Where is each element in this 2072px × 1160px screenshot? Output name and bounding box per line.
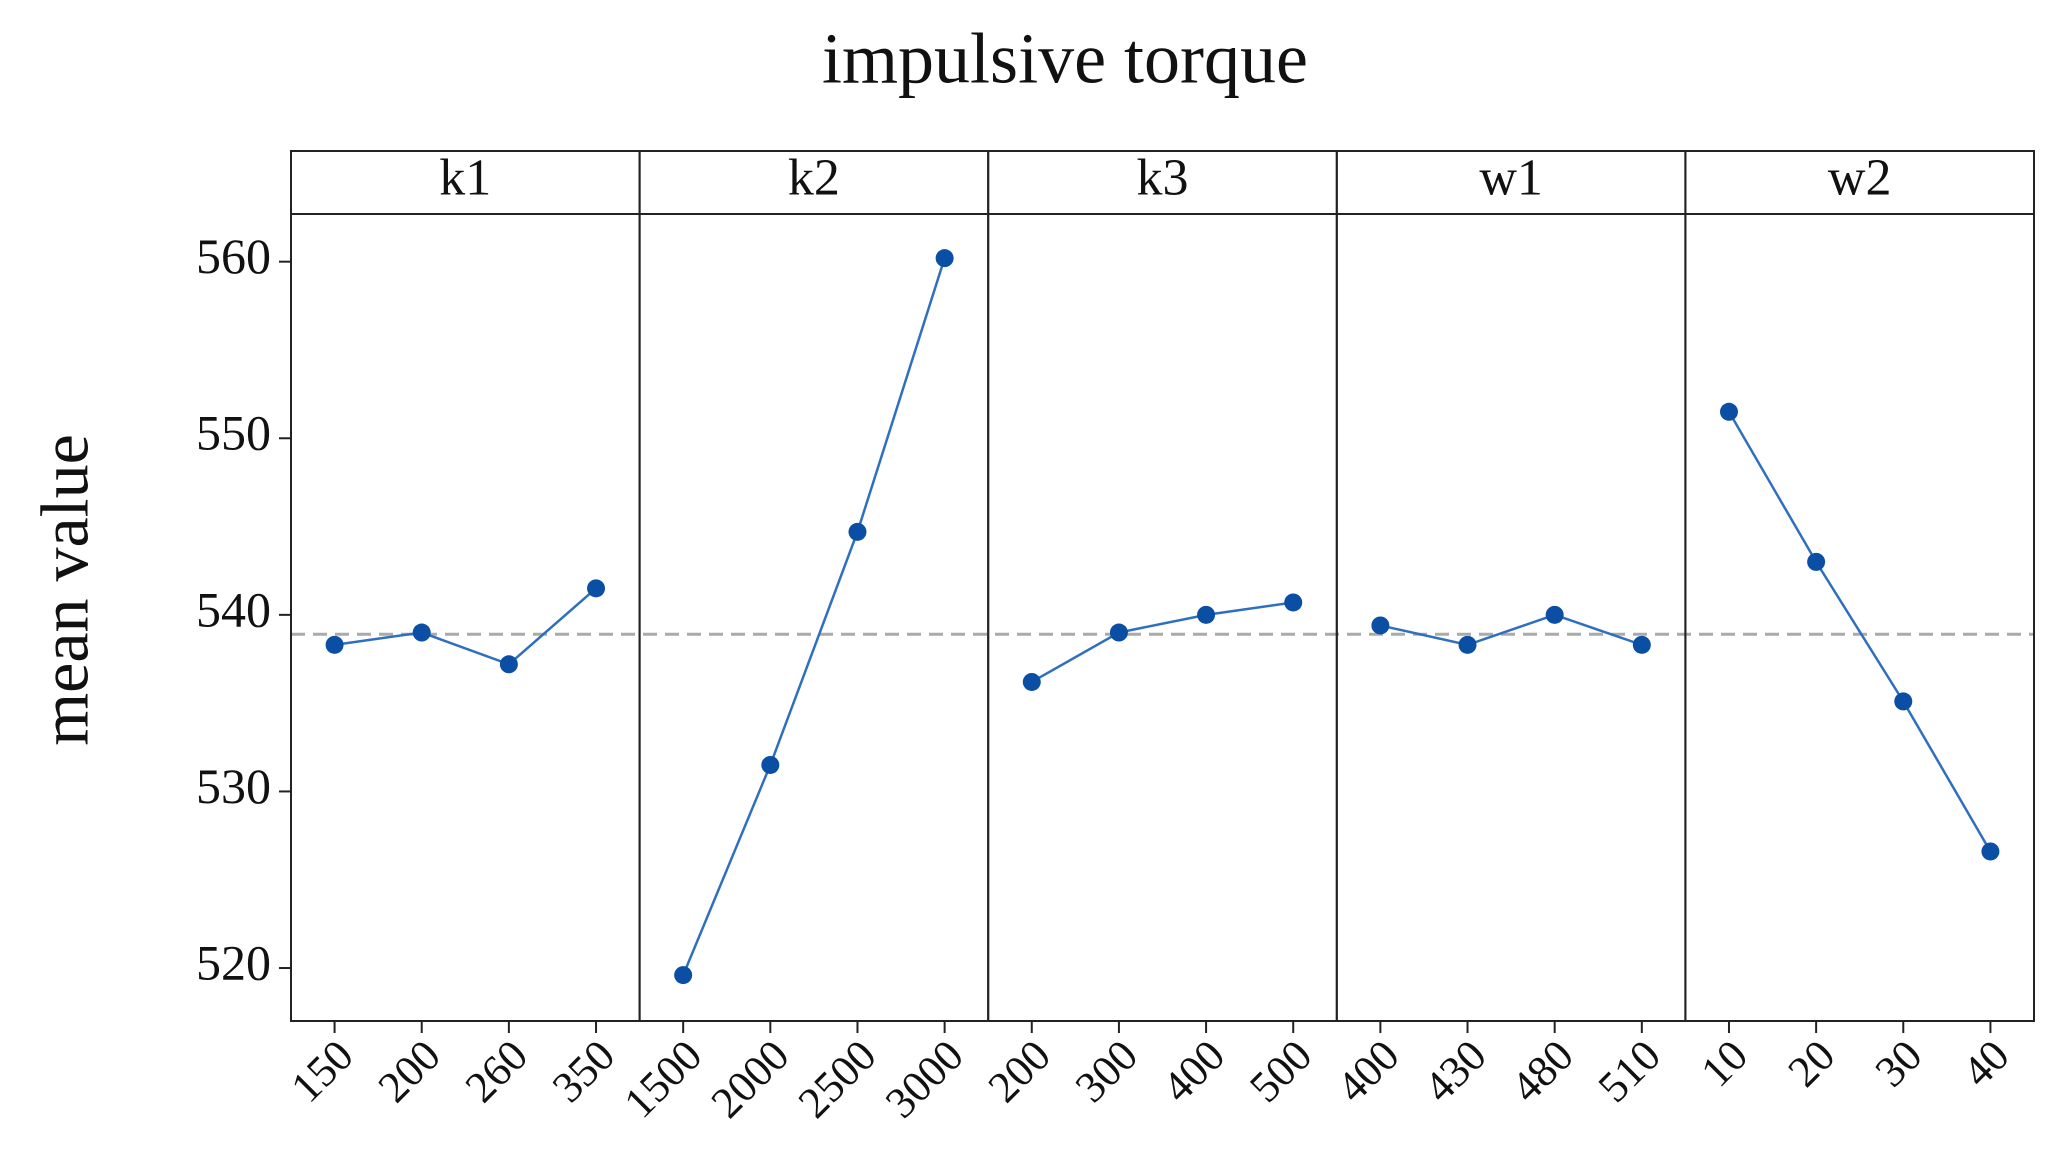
chart-title: impulsive torque <box>822 19 1308 99</box>
x-tick-label: 300 <box>1066 1031 1147 1112</box>
data-point <box>499 655 518 674</box>
data-point <box>1545 605 1564 624</box>
data-point <box>412 623 431 642</box>
x-tick-label: 3000 <box>876 1031 973 1128</box>
y-tick-label: 540 <box>196 581 271 637</box>
y-tick-label: 530 <box>196 758 271 814</box>
data-point <box>1807 552 1826 571</box>
panel-frame <box>1684 150 2036 1022</box>
panel-label: k2 <box>788 149 840 206</box>
data-point <box>1719 402 1738 421</box>
panel-label: w1 <box>1479 149 1543 206</box>
panel-frame <box>987 150 1338 1022</box>
x-tick-label: 260 <box>456 1031 537 1112</box>
data-point <box>1632 635 1651 654</box>
data-point <box>325 635 344 654</box>
x-tick-label: 40 <box>1953 1031 2019 1097</box>
y-axis-label: mean value <box>27 434 103 746</box>
x-tick-label: 2000 <box>702 1031 799 1128</box>
x-tick-label: 400 <box>1327 1031 1408 1112</box>
panel-frame <box>290 150 641 1022</box>
panel-label: w2 <box>1828 149 1892 206</box>
y-tick-label: 520 <box>196 934 271 990</box>
y-tick-label: 560 <box>196 228 271 284</box>
x-tick-label: 150 <box>281 1031 362 1112</box>
data-point <box>1458 635 1477 654</box>
series-line <box>1380 613 1643 647</box>
panel-label: k3 <box>1137 149 1189 206</box>
data-point <box>1022 672 1041 691</box>
x-tick-label: 20 <box>1779 1031 1845 1097</box>
data-point <box>1894 692 1913 711</box>
x-tick-label: 200 <box>979 1031 1060 1112</box>
series-line <box>682 257 946 976</box>
x-tick-label: 10 <box>1691 1031 1757 1097</box>
x-tick-label: 30 <box>1866 1031 1932 1097</box>
x-tick-label: 350 <box>543 1031 624 1112</box>
x-tick-label: 2500 <box>789 1031 886 1128</box>
x-tick-label: 200 <box>369 1031 450 1112</box>
x-tick-label: 430 <box>1414 1031 1495 1112</box>
panel-label: k1 <box>439 149 491 206</box>
data-point <box>1371 616 1390 635</box>
data-point <box>674 966 693 985</box>
panel-frame <box>1335 150 1687 1022</box>
series-line <box>334 587 597 666</box>
data-point <box>1109 623 1128 642</box>
data-point <box>848 522 867 541</box>
data-point <box>761 755 780 774</box>
data-point <box>1981 842 2000 861</box>
series-line <box>1031 601 1294 684</box>
series-line <box>1727 411 1992 853</box>
x-tick-label: 500 <box>1240 1031 1321 1112</box>
x-tick-label: 480 <box>1502 1031 1583 1112</box>
y-tick-label: 550 <box>196 405 271 461</box>
x-tick-label: 1500 <box>615 1031 712 1128</box>
data-point <box>1284 593 1303 612</box>
data-point <box>935 249 954 268</box>
data-point <box>1197 605 1216 624</box>
data-point <box>587 579 606 598</box>
x-tick-label: 510 <box>1589 1031 1670 1112</box>
x-tick-label: 400 <box>1153 1031 1234 1112</box>
